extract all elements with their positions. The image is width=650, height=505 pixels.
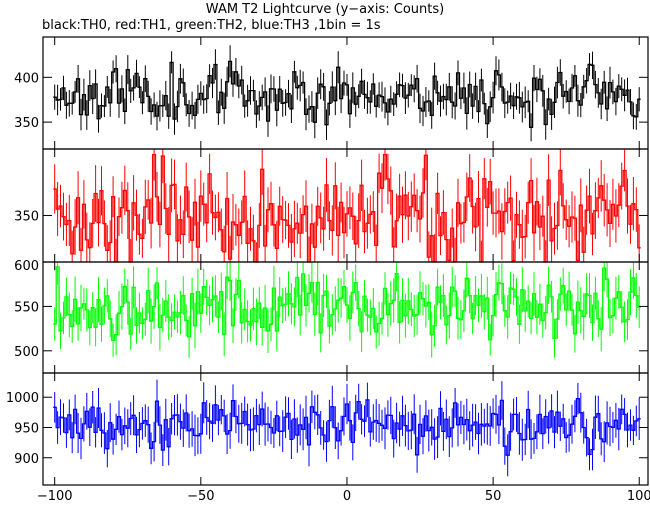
xtick-label: −100 xyxy=(37,489,73,504)
panel-th3-frame xyxy=(42,372,649,486)
series-th0-errorbars xyxy=(54,45,640,142)
chart-subtitle: black:TH0, red:TH1, green:TH2, blue:TH3 … xyxy=(42,18,381,33)
panel-th0-ytick-label: 400 xyxy=(14,71,39,86)
series-th3-errorbars xyxy=(54,379,640,477)
panel-th3-ytick-label: 900 xyxy=(14,452,39,467)
xtick-label: 50 xyxy=(485,489,502,504)
panel-th2-ytick-label: 600 xyxy=(14,259,39,274)
series-th1-errorbars xyxy=(54,149,640,262)
series-th2-errorbars xyxy=(54,262,640,358)
series-th3-line xyxy=(53,398,641,456)
panel-th0-ytick-label: 350 xyxy=(14,116,39,131)
xtick-label: −50 xyxy=(187,489,214,504)
panel-th3-ytick-label: 1000 xyxy=(6,391,39,406)
series-th2-line xyxy=(53,266,641,341)
panel-th3-ytick-label: 950 xyxy=(14,421,39,436)
panel-th2-ytick-label: 500 xyxy=(14,345,39,360)
xtick-label: 0 xyxy=(343,489,351,504)
chart-title: WAM T2 Lightcurve (y−axis: Counts) xyxy=(205,2,445,17)
xtick-label: 100 xyxy=(627,489,650,504)
series-th0-line xyxy=(53,60,641,128)
panel-th2-ytick-label: 550 xyxy=(14,300,39,315)
panel-th1-ytick-label: 350 xyxy=(14,209,39,224)
series-th1-line xyxy=(53,153,641,263)
